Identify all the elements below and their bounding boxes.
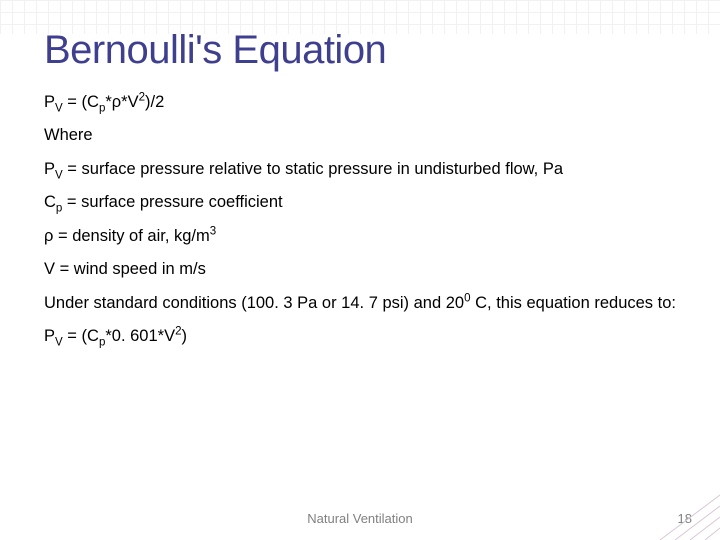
subscript: V xyxy=(55,169,63,181)
subscript: V xyxy=(55,102,63,114)
text: = (C xyxy=(63,93,99,111)
text: C, this equation reduces to: xyxy=(471,294,676,312)
text: P xyxy=(44,93,55,111)
text: P xyxy=(44,327,55,345)
slide-title: Bernoulli's Equation xyxy=(44,28,386,73)
text: Under standard conditions (100. 3 Pa or … xyxy=(44,294,464,312)
def-pv: PV = surface pressure relative to static… xyxy=(44,159,676,180)
text: )/2 xyxy=(145,93,164,111)
text: ρ = density of air, kg/m xyxy=(44,227,210,245)
page-number: 18 xyxy=(678,511,692,526)
text: = (C xyxy=(63,327,99,345)
text: *0. 601*V xyxy=(105,327,175,345)
footer-title: Natural Ventilation xyxy=(0,511,720,526)
text: P xyxy=(44,160,55,178)
def-rho: ρ = density of air, kg/m3 xyxy=(44,226,676,247)
text: C xyxy=(44,193,56,211)
subscript: V xyxy=(55,336,63,348)
slide: Bernoulli's Equation PV = (Cp*ρ*V2)/2 Wh… xyxy=(0,0,720,540)
text: = surface pressure relative to static pr… xyxy=(63,160,563,178)
text: *ρ*V xyxy=(105,93,138,111)
def-v: V = wind speed in m/s xyxy=(44,259,676,280)
text: = surface pressure coefficient xyxy=(62,193,282,211)
text: ) xyxy=(182,327,188,345)
equation-2: PV = (Cp*0. 601*V2) xyxy=(44,326,676,347)
slide-body: PV = (Cp*ρ*V2)/2 Where PV = surface pres… xyxy=(44,92,676,360)
equation-1: PV = (Cp*ρ*V2)/2 xyxy=(44,92,676,113)
where-label: Where xyxy=(44,125,676,146)
def-cp: Cp = surface pressure coefficient xyxy=(44,192,676,213)
superscript: 3 xyxy=(210,225,216,237)
conditions-text: Under standard conditions (100. 3 Pa or … xyxy=(44,293,676,314)
